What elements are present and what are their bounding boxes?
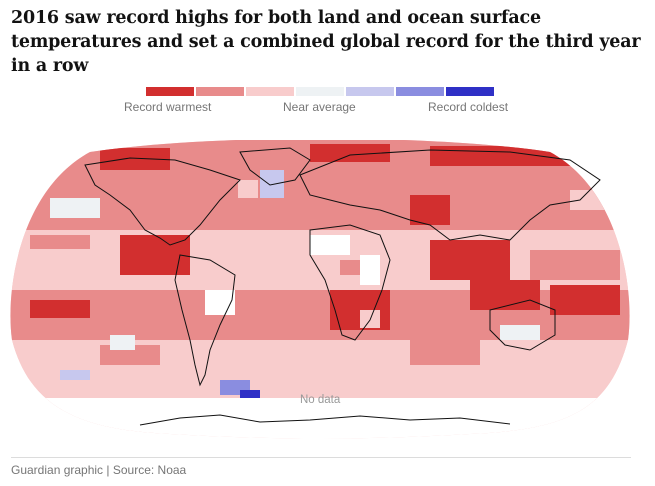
anomaly-cell (50, 198, 100, 218)
coastlines (84, 147, 601, 426)
legend-swatch-warmer (246, 87, 294, 96)
greenland-outline (239, 147, 311, 186)
anomaly-cell (30, 300, 90, 318)
anomaly-cell (410, 195, 450, 225)
legend-label-near-average: Near average (283, 100, 356, 114)
anomaly-cell (470, 280, 540, 310)
anomaly-cell (240, 390, 260, 400)
australia-outline (489, 299, 556, 351)
anomaly-cell (238, 180, 258, 198)
chart-headline: 2016 saw record highs for both land and … (11, 8, 641, 76)
anomaly-cell (340, 260, 360, 275)
anomaly-cell (310, 235, 350, 255)
anomaly-cell (30, 235, 90, 249)
anomaly-cell (120, 235, 190, 275)
anomaly-cell (60, 370, 90, 380)
no-data-label: No data (300, 394, 341, 406)
eurasia-outline (299, 149, 601, 241)
anomaly-cell (310, 144, 390, 162)
anomaly-cell (10, 180, 630, 230)
anomaly-cell (100, 148, 170, 170)
legend-swatch-record-warmest (146, 87, 194, 96)
antarctica-outline (139, 414, 511, 426)
anomaly-cell (500, 325, 540, 341)
legend-swatch-much-cooler (396, 87, 444, 96)
anomaly-cell (550, 285, 620, 315)
south-america-outline (174, 254, 236, 387)
legend-swatch-much-warmer (196, 87, 244, 96)
anomaly-cell (205, 290, 235, 315)
anomaly-cell (430, 240, 510, 280)
legend-swatch-record-coldest (446, 87, 494, 96)
anomaly-cell (360, 255, 380, 285)
world-temperature-map (10, 140, 630, 445)
legend-label-record-coldest: Record coldest (428, 100, 509, 114)
anomaly-cell (530, 250, 620, 280)
anomaly-cell (430, 146, 580, 166)
footer-divider (11, 457, 631, 458)
legend-swatch-cooler (346, 87, 394, 96)
africa-outline (309, 224, 391, 341)
anomaly-cell (410, 340, 480, 365)
legend-label-record-warmest: Record warmest (124, 100, 212, 114)
source-credit: Guardian graphic | Source: Noaa (11, 463, 187, 477)
anomaly-cell (110, 335, 135, 350)
north-america-outline (84, 157, 241, 246)
anomaly-cell (260, 170, 284, 198)
legend-swatch-near-average (296, 87, 344, 96)
